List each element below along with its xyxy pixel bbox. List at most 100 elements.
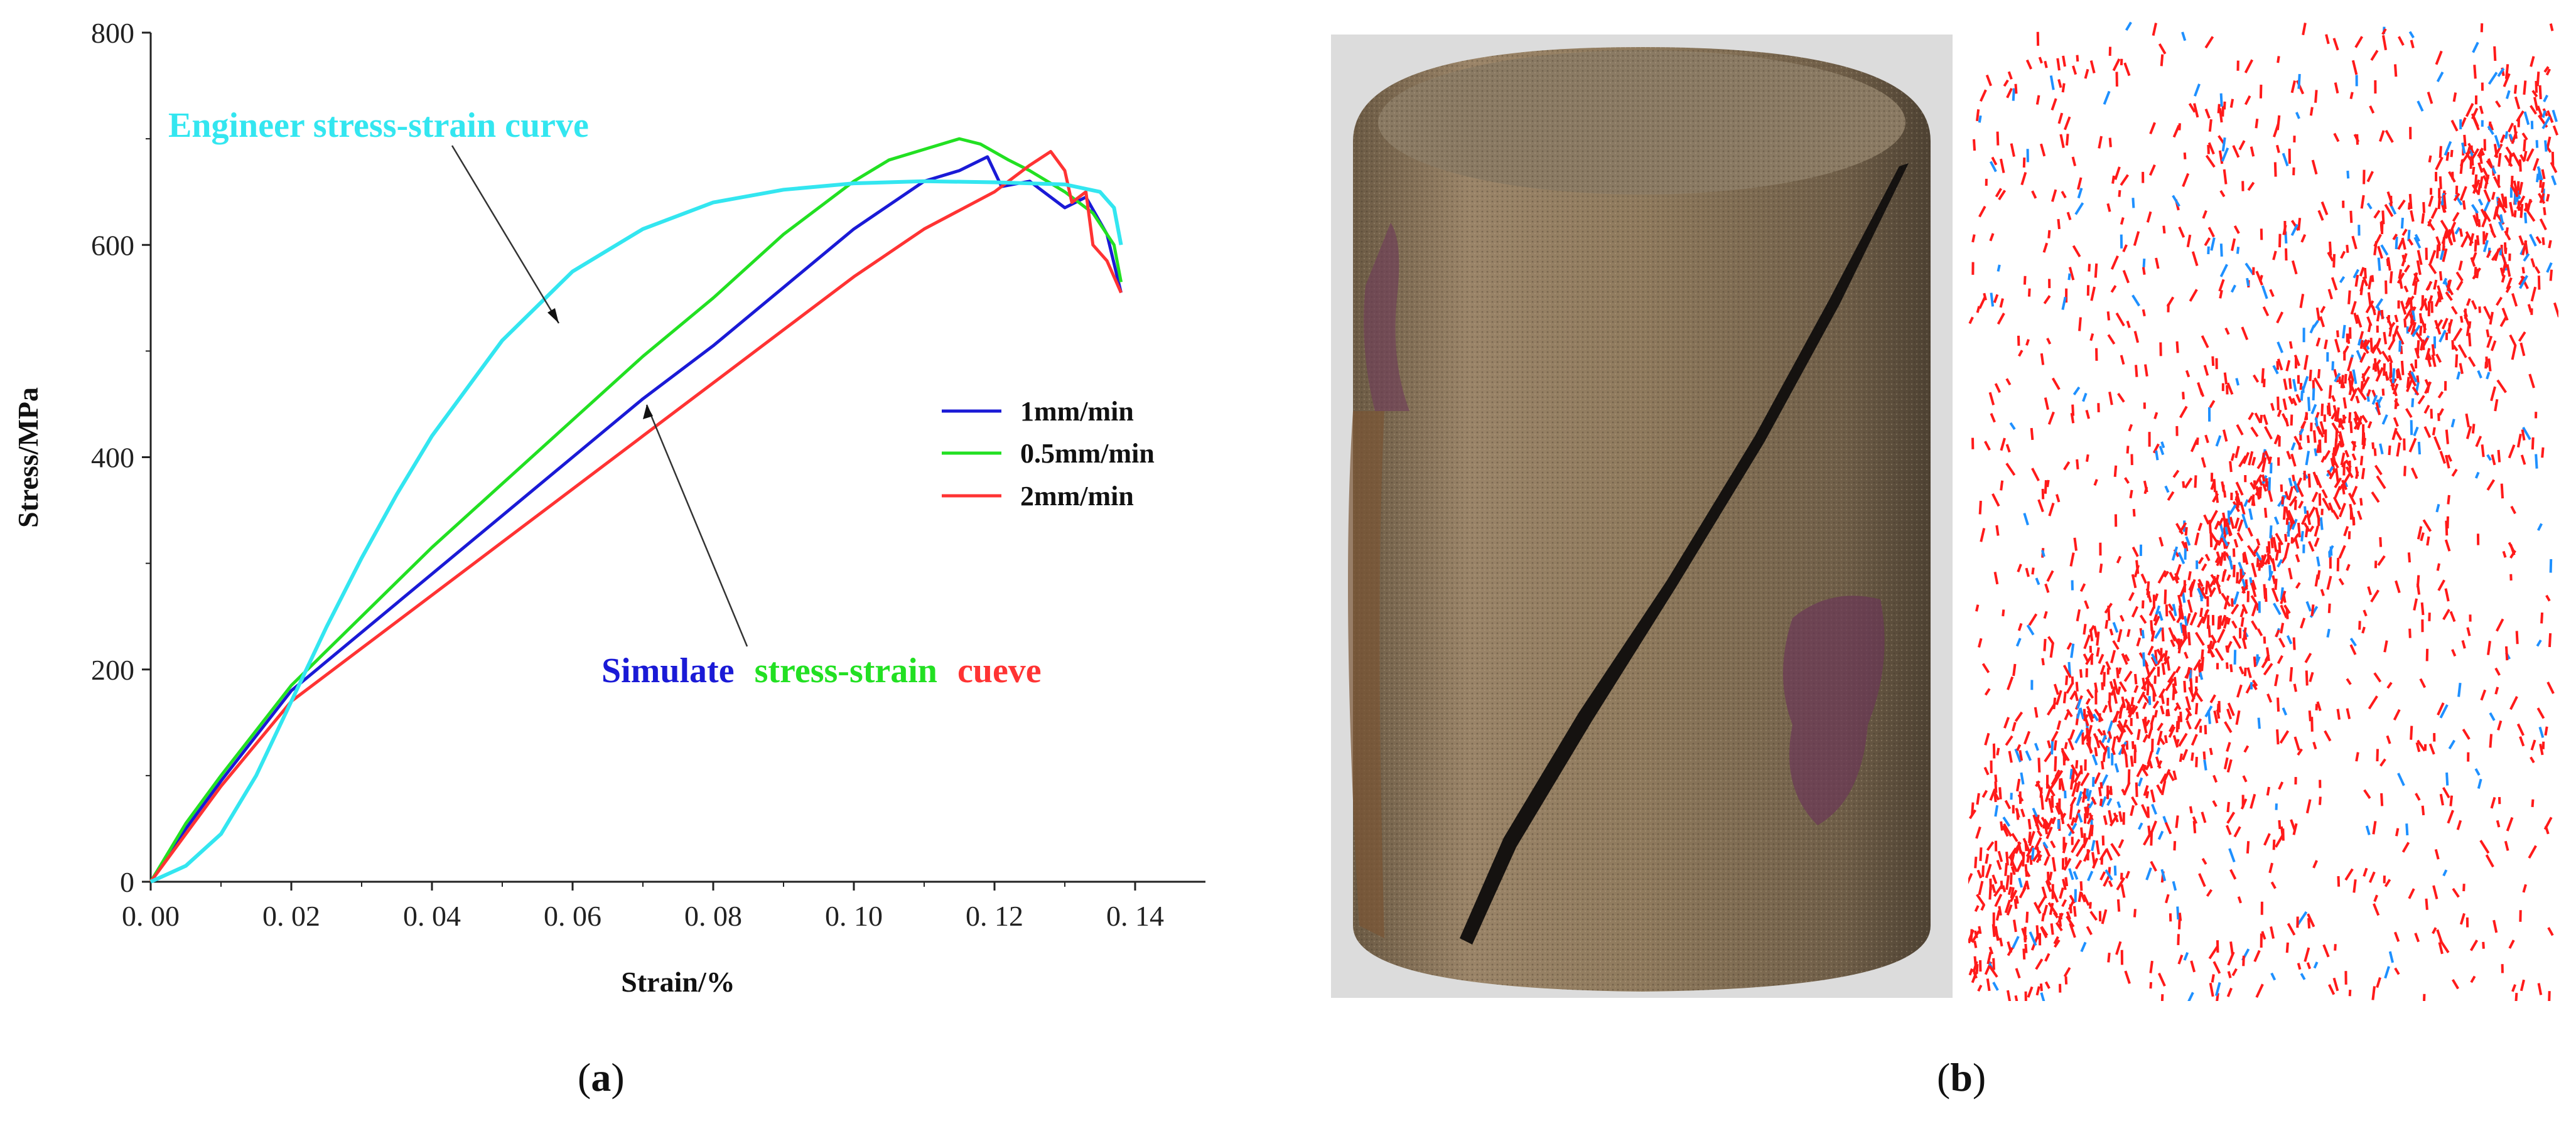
- fracture-dash: [2306, 962, 2312, 970]
- fracture-dash: [2445, 284, 2454, 296]
- fracture-dash: [2202, 751, 2206, 760]
- fracture-dash: [2157, 722, 2164, 732]
- fracture-dash: [2185, 707, 2192, 717]
- fracture-dash: [2145, 867, 2152, 880]
- fracture-dash: [2319, 517, 2324, 530]
- fracture-dash: [2016, 744, 2022, 751]
- fracture-dash: [2143, 660, 2149, 667]
- fracture-dash: [2025, 567, 2030, 577]
- fracture-dash: [2251, 579, 2257, 591]
- fracture-dash: [2405, 297, 2411, 306]
- fracture-dash: [2142, 734, 2149, 743]
- fracture-dash: [2224, 327, 2230, 335]
- fracture-dash: [2400, 360, 2405, 375]
- fracture-dash: [2266, 786, 2270, 796]
- fracture-dash: [2401, 228, 2408, 237]
- fracture-dash: [2313, 961, 2319, 969]
- fracture-dash: [2091, 840, 2096, 852]
- fracture-dash: [2164, 485, 2170, 493]
- fracture-dash: [2111, 736, 2116, 750]
- fracture-dash: [2197, 557, 2204, 565]
- fracture-dash: [2522, 426, 2531, 441]
- fracture-dash: [1976, 894, 1986, 906]
- fracture-dash: [2026, 855, 2030, 863]
- fracture-dash: [2433, 279, 2438, 290]
- fracture-dash: [2145, 791, 2150, 799]
- fracture-dash: [1968, 809, 1977, 820]
- fracture-dash: [2340, 452, 2346, 466]
- fracture-dash: [2290, 453, 2297, 467]
- fracture-dash: [2051, 377, 2061, 390]
- fracture-dash: [2243, 631, 2248, 640]
- fracture-dash: [2444, 588, 2450, 602]
- fracture-dash: [1994, 805, 1999, 817]
- fracture-dash: [2248, 508, 2253, 520]
- fracture-dash: [2066, 642, 2072, 650]
- fracture-dash: [2229, 517, 2235, 530]
- fracture-dash: [1986, 841, 1995, 851]
- fracture-dash: [2160, 54, 2164, 67]
- fracture-dash: [2314, 474, 2322, 489]
- fracture-dash: [2328, 984, 2336, 995]
- fracture-dash: [2223, 616, 2229, 629]
- fracture-dash: [2394, 967, 2400, 975]
- fracture-dash: [2354, 466, 2359, 477]
- fracture-dash: [2388, 445, 2391, 456]
- fracture-dash: [2020, 808, 2025, 818]
- fracture-dash: [2050, 923, 2054, 935]
- fracture-dash: [2244, 95, 2251, 105]
- fracture-dash: [2427, 220, 2435, 231]
- fracture-dash: [2436, 72, 2444, 82]
- fracture-dash: [2108, 137, 2112, 147]
- fracture-dash: [2179, 753, 2183, 763]
- fracture-dash: [2282, 398, 2288, 410]
- fracture-dash: [2004, 800, 2012, 810]
- fracture-dash: [1995, 910, 2001, 921]
- fracture-dash: [2145, 588, 2152, 603]
- fracture-dash: [2395, 828, 2400, 837]
- fracture-dash: [2292, 474, 2295, 482]
- fracture-dash: [2414, 233, 2421, 242]
- fracture-dash: [2521, 240, 2528, 255]
- fracture-dash: [2419, 297, 2428, 311]
- fracture-dash: [2545, 594, 2551, 602]
- fracture-dash: [2363, 609, 2368, 617]
- fracture-dash: [2250, 426, 2259, 437]
- fracture-dash: [2412, 272, 2418, 286]
- fracture-dash: [2158, 688, 2166, 698]
- fracture-dash: [2139, 628, 2143, 636]
- fracture-dash: [2486, 454, 2492, 461]
- fracture-dash: [2157, 760, 2163, 768]
- fracture-dash: [2543, 94, 2549, 102]
- fracture-dash: [2133, 331, 2140, 343]
- fracture-dash: [2403, 285, 2409, 293]
- fracture-dash: [2185, 666, 2191, 679]
- fracture-dash: [2502, 261, 2507, 274]
- fracture-dash: [1985, 74, 1992, 87]
- fracture-dash: [2175, 523, 2184, 535]
- fracture-dash: [2077, 188, 2083, 199]
- fracture-dash: [2427, 92, 2433, 104]
- fracture-dash: [2419, 325, 2423, 336]
- fracture-dash: [2347, 357, 2354, 372]
- fracture-dash: [1998, 190, 2007, 201]
- fracture-dash: [2177, 552, 2185, 565]
- fracture-dash: [2069, 923, 2076, 938]
- y-tick-label: 0: [120, 866, 134, 898]
- fracture-dash: [2128, 592, 2135, 601]
- fracture-dash: [2373, 448, 2377, 456]
- fracture-dash: [1999, 298, 2004, 308]
- fracture-dash: [2199, 607, 2204, 618]
- fracture-dash: [2251, 603, 2258, 617]
- fracture-dash: [2428, 195, 2434, 207]
- fracture-dash: [2437, 242, 2441, 252]
- fracture-dash: [2277, 341, 2284, 353]
- fracture-dash: [2231, 604, 2239, 615]
- fracture-dash: [1971, 930, 1980, 943]
- fracture-dash: [1993, 885, 2003, 897]
- fracture-dash: [2117, 629, 2123, 643]
- fracture-dash: [2338, 441, 2343, 448]
- fracture-dash: [1978, 926, 1982, 934]
- fracture-dash: [2350, 301, 2357, 315]
- fracture-dash: [2309, 324, 2315, 334]
